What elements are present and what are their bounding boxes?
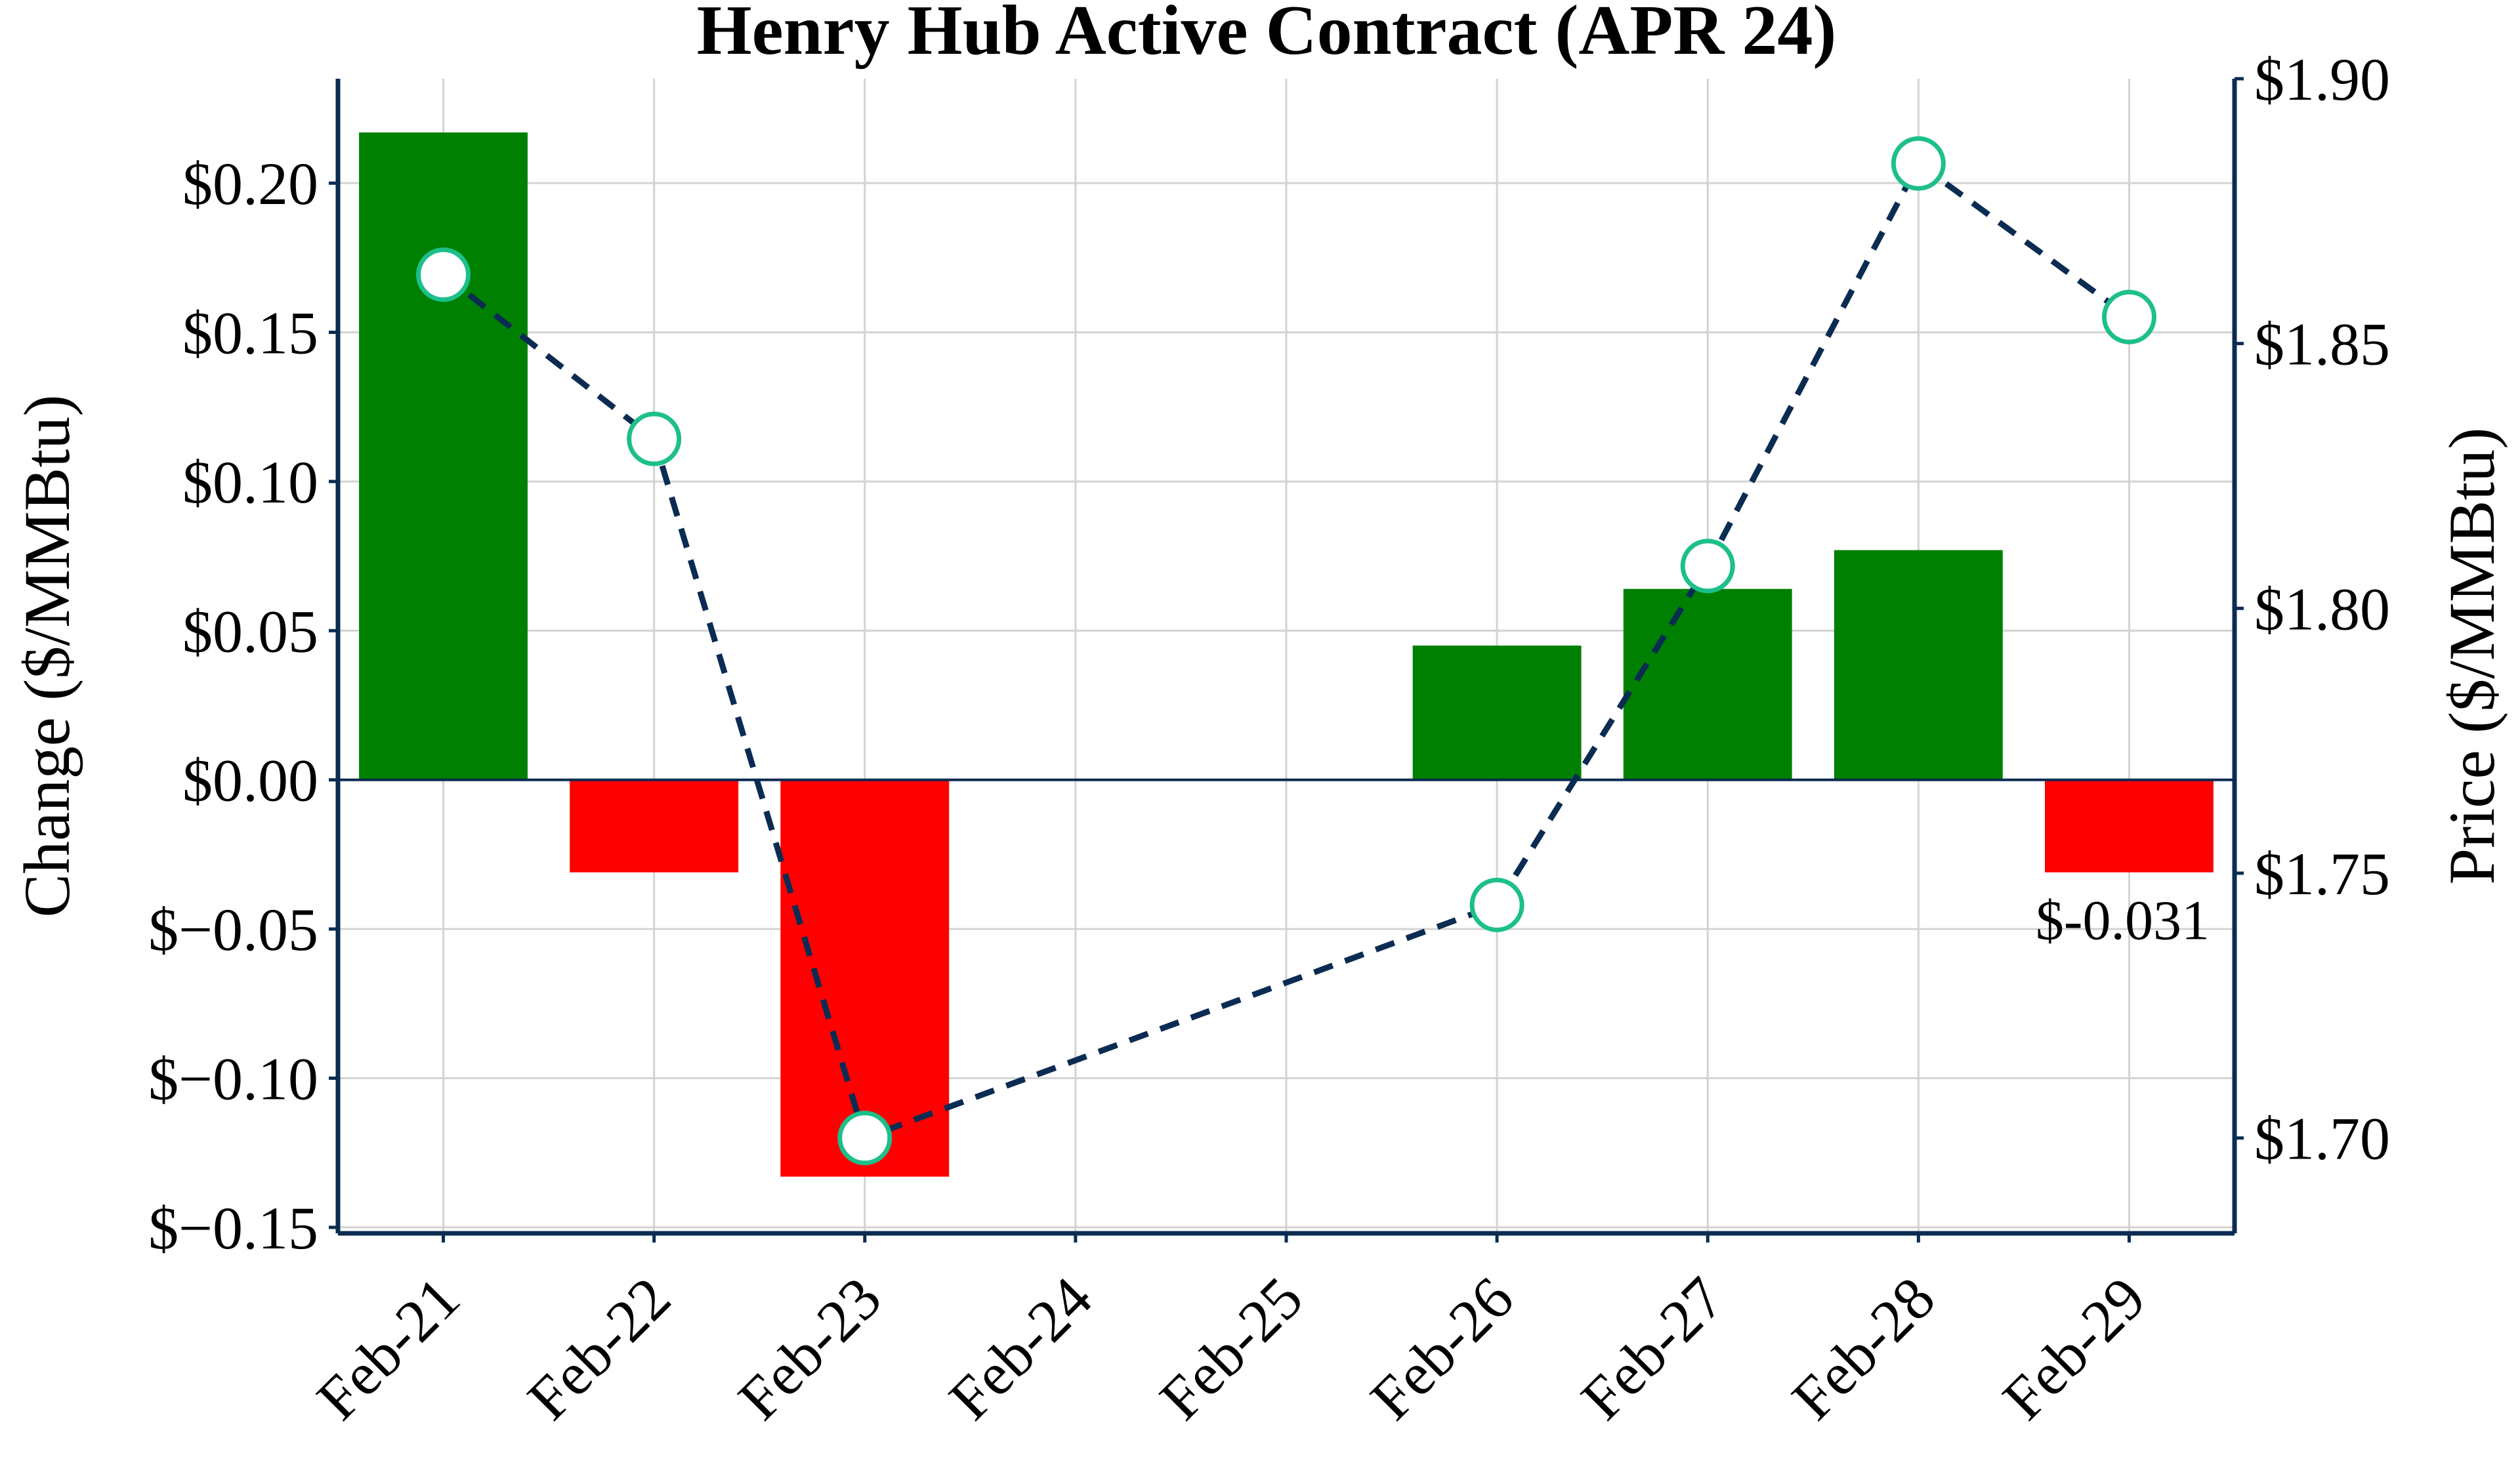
- y-left-tick-label: $0.15: [182, 300, 318, 367]
- bar-feb-22: [570, 779, 739, 873]
- y-left-axis-label: Change ($/MMBtu): [10, 394, 83, 917]
- x-tick-label: Feb-28: [1779, 1264, 1947, 1432]
- data-label-feb-29: $-0.031: [2036, 889, 2210, 952]
- x-tick-label: Feb-21: [304, 1264, 472, 1432]
- x-tick-label: Feb-23: [725, 1264, 893, 1432]
- price-marker-feb-29: [2101, 289, 2156, 344]
- y-right-axis-label: Price ($/MMBtu): [2435, 427, 2508, 884]
- bar-feb-27: [1623, 588, 1792, 780]
- y-right-tick-label: $1.90: [2254, 46, 2390, 113]
- price-marker-feb-23: [837, 1111, 892, 1166]
- y-left-tick-label: $−0.10: [148, 1046, 318, 1113]
- y-left-tick-label: $0.00: [182, 747, 318, 814]
- y-right-tick-label: $1.80: [2254, 575, 2390, 642]
- price-marker-feb-21: [416, 247, 471, 302]
- data-labels: $-0.031: [2036, 889, 2210, 952]
- x-tick-label: Feb-22: [514, 1264, 682, 1432]
- price-marker-feb-26: [1469, 877, 1524, 932]
- price-line-series: [416, 136, 2156, 1166]
- y-left-tick-label: $0.10: [182, 449, 318, 516]
- x-tick-label: Feb-29: [1990, 1264, 2158, 1432]
- y-left-tick-label: $0.05: [182, 598, 318, 665]
- y-right-tick-label: $1.70: [2254, 1105, 2390, 1172]
- y-left-tick-label: $−0.05: [148, 896, 318, 963]
- bar-feb-21: [359, 132, 528, 780]
- y-right-tick-label: $1.85: [2254, 311, 2390, 378]
- bar-feb-26: [1412, 646, 1582, 780]
- bar-feb-29: [2045, 779, 2214, 873]
- y-left-tick-label: $0.20: [182, 150, 318, 217]
- y-right-tick-label: $1.75: [2254, 840, 2390, 907]
- price-marker-feb-27: [1680, 539, 1735, 594]
- x-tick-label: Feb-26: [1358, 1264, 1526, 1432]
- price-marker-feb-28: [1891, 136, 1946, 191]
- y-left-tick-label: $−0.15: [148, 1195, 318, 1262]
- x-tick-label: Feb-25: [1147, 1264, 1315, 1432]
- x-tick-label: Feb-24: [936, 1264, 1104, 1432]
- x-tick-label: Feb-27: [1568, 1264, 1736, 1432]
- bar-feb-23: [780, 779, 950, 1177]
- bar-feb-28: [1834, 550, 2003, 780]
- price-marker-feb-22: [627, 411, 682, 466]
- axes: [329, 77, 2244, 1243]
- chart-title: Henry Hub Active Contract (APR 24): [697, 0, 1837, 70]
- bar-series: [359, 132, 2214, 1177]
